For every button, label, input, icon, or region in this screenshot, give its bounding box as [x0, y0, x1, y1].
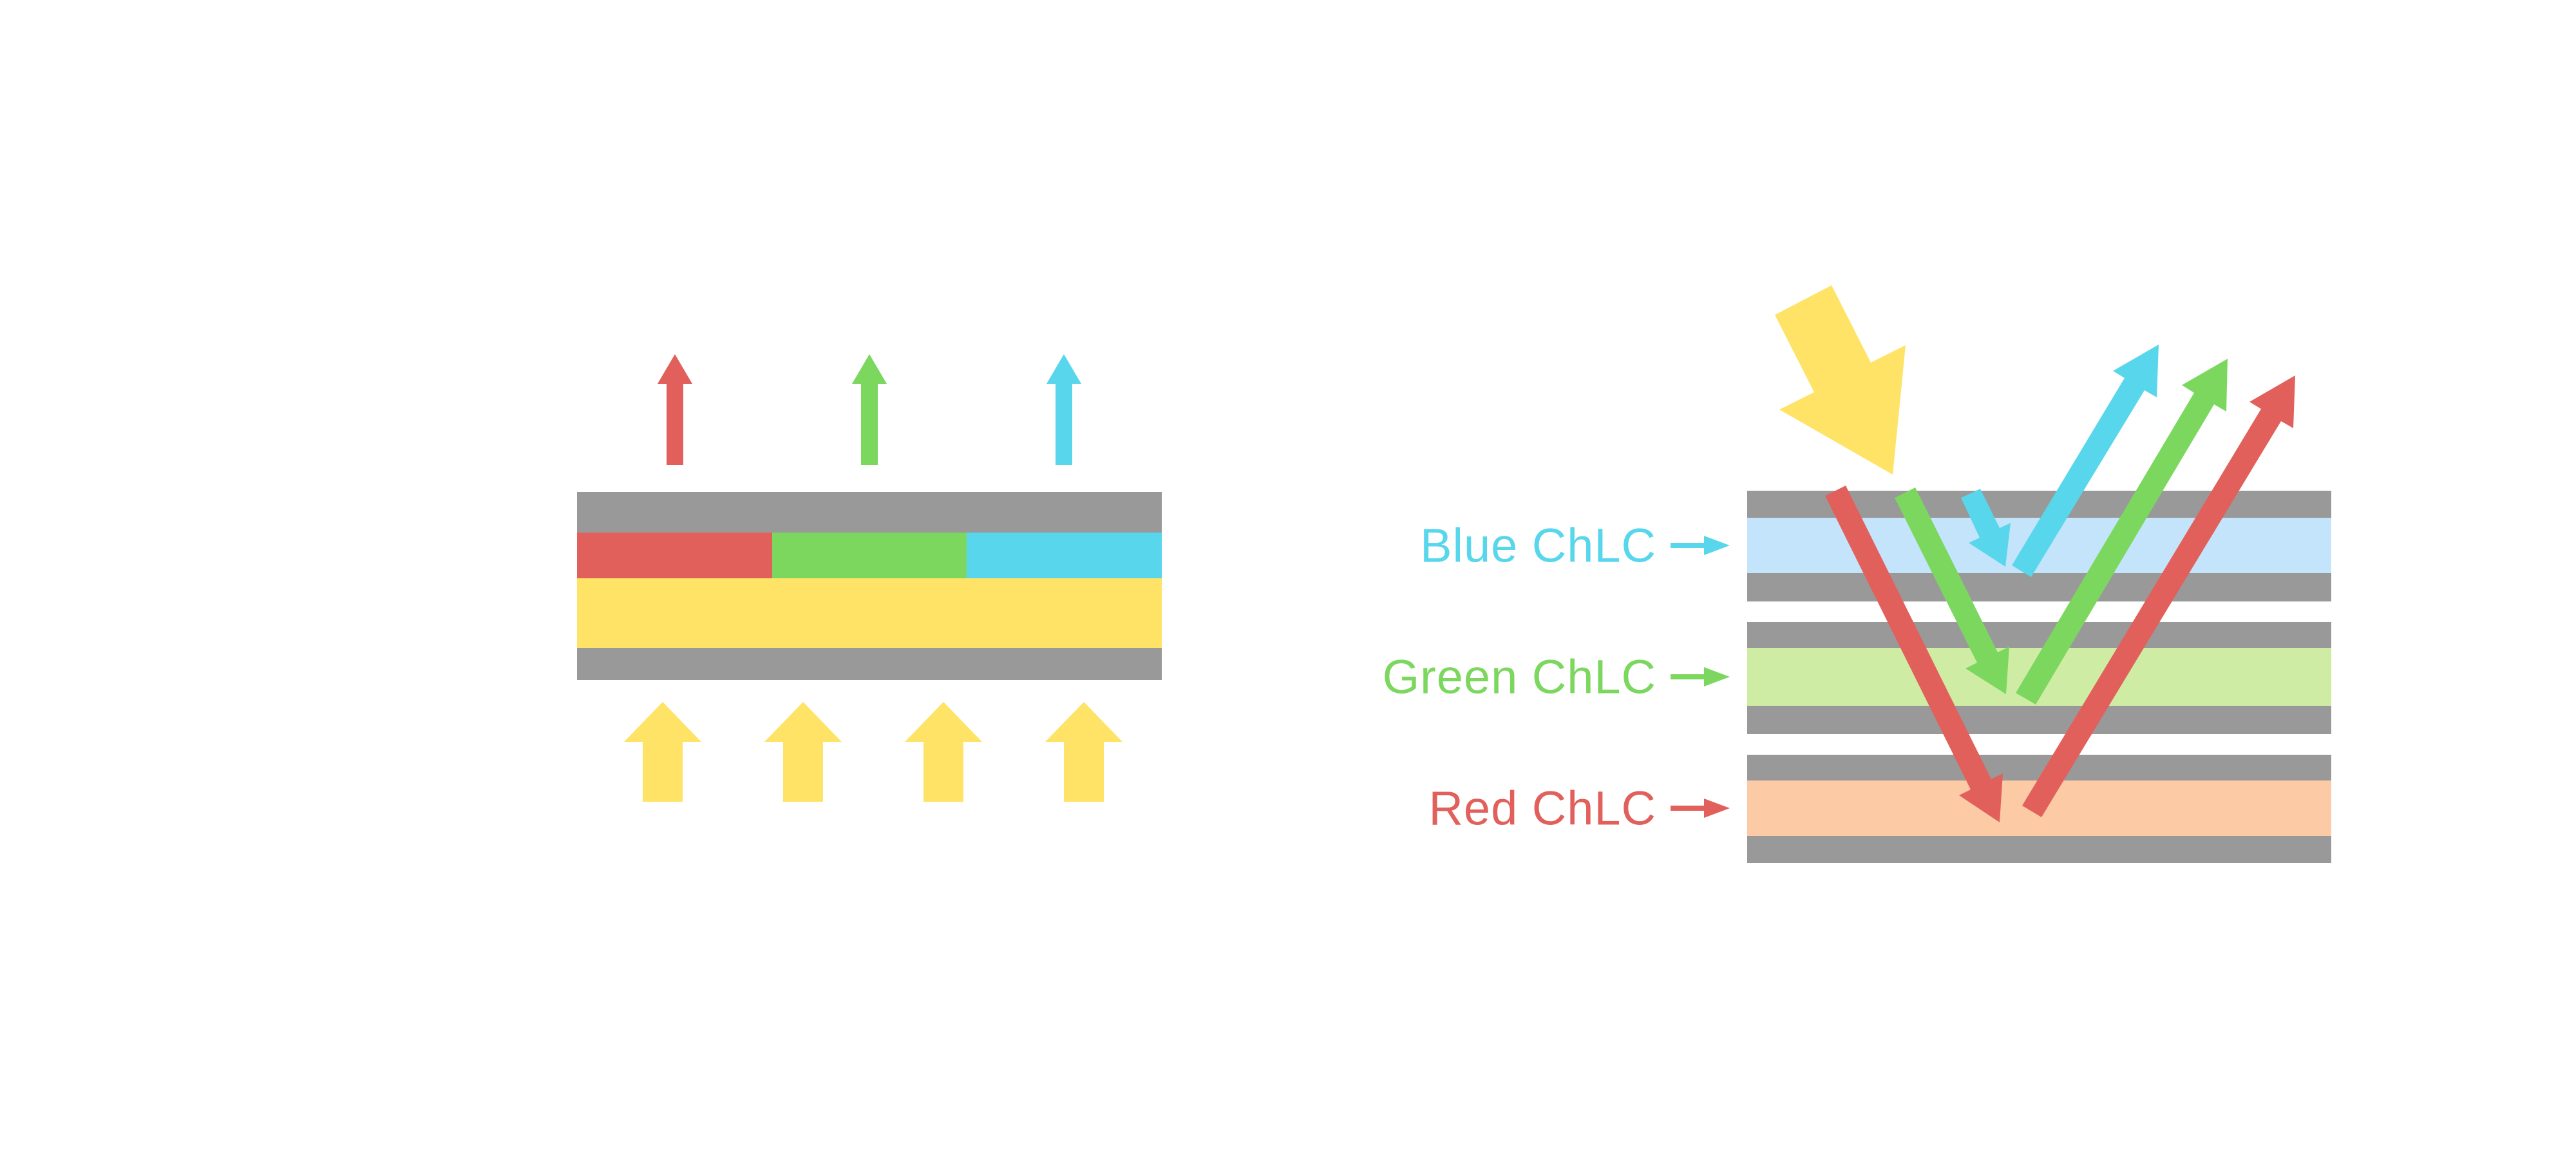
yellow-diagonal-down-arrow — [1775, 285, 1906, 475]
yellow-up-arrow — [1045, 702, 1122, 802]
left-diagram-backlit-stack — [577, 354, 1162, 802]
blue-chlc-label-group: Blue ChLC — [1420, 519, 1730, 572]
cyan-up-arrow — [1046, 354, 1081, 465]
green-subpixel-segment — [772, 533, 967, 578]
green-label-arrow-head — [1704, 667, 1730, 686]
green-up-right-arrow — [2016, 359, 2228, 705]
cyan-down-arrow — [1961, 489, 2011, 567]
blue-label-arrow-head — [1704, 536, 1730, 555]
yellow-up-arrow — [905, 702, 982, 802]
red-group-top-substrate — [1747, 755, 2331, 780]
green-up-arrow — [852, 354, 887, 465]
red-chlc-label: Red ChLC — [1428, 782, 1656, 835]
red-label-arrow-head — [1704, 799, 1730, 818]
left-bottom-substrate — [577, 648, 1162, 680]
green-down-arrow — [1895, 487, 2009, 694]
red-down-arrow — [1825, 486, 2003, 822]
cyan-up-right-arrow — [2012, 345, 2159, 577]
green-group-bottom-substrate — [1747, 706, 2331, 734]
red-subpixel-segment — [577, 533, 772, 578]
right-diagram-chlc-stack: Blue ChLC Green ChLC Red ChLC — [1383, 285, 2331, 863]
blue-chlc-label: Blue ChLC — [1420, 519, 1656, 572]
green-group-top-substrate — [1747, 622, 2331, 648]
blue-group-bottom-substrate — [1747, 573, 2331, 601]
red-group-bottom-substrate — [1747, 836, 2331, 863]
cyan-subpixel-segment — [967, 533, 1162, 578]
green-chlc-label-group: Green ChLC — [1383, 650, 1730, 704]
yellow-up-arrow — [764, 702, 842, 802]
red-chlc-label-group: Red ChLC — [1428, 782, 1730, 835]
red-up-arrow — [658, 354, 692, 465]
green-chlc-label: Green ChLC — [1383, 650, 1656, 704]
left-top-substrate — [577, 492, 1162, 533]
backlight-layer — [577, 578, 1162, 648]
yellow-up-arrow — [624, 702, 701, 802]
red-up-right-arrow — [2022, 375, 2295, 817]
